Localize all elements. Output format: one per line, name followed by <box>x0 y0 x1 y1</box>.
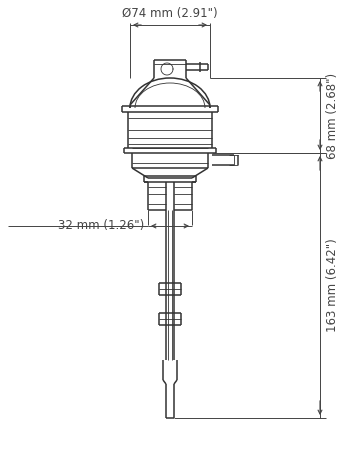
Text: 163 mm (6.42"): 163 mm (6.42") <box>326 239 339 332</box>
Text: Ø74 mm (2.91"): Ø74 mm (2.91") <box>122 7 218 20</box>
Text: 32 mm (1.26"): 32 mm (1.26") <box>58 219 144 233</box>
Text: 68 mm (2.68"): 68 mm (2.68") <box>326 73 339 159</box>
